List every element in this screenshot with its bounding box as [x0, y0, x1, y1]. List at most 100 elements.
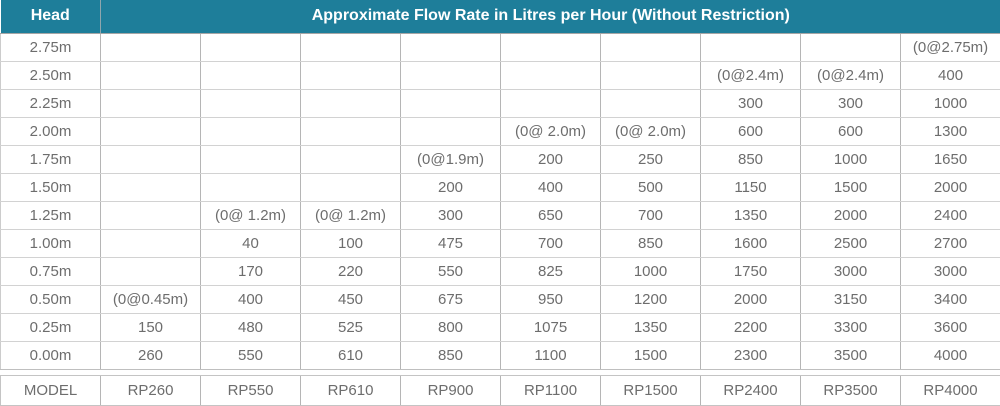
flow-value-cell — [501, 33, 601, 61]
flow-value-cell: 950 — [501, 285, 601, 313]
flow-value-cell — [301, 89, 401, 117]
flow-value-cell — [201, 173, 301, 201]
flow-value-cell: 300 — [701, 89, 801, 117]
flow-value-cell: 3000 — [801, 257, 901, 285]
model-name-cell: RP610 — [301, 375, 401, 405]
flow-value-cell: 220 — [301, 257, 401, 285]
flow-value-cell — [601, 61, 701, 89]
flow-value-cell: 475 — [401, 229, 501, 257]
flow-value-cell: 850 — [401, 341, 501, 369]
flow-value-cell: (0@2.4m) — [801, 61, 901, 89]
head-value-cell: 0.75m — [1, 257, 101, 285]
flow-value-cell: 1000 — [801, 145, 901, 173]
flow-value-cell: 700 — [601, 201, 701, 229]
flow-value-cell — [601, 33, 701, 61]
flow-value-cell: 400 — [901, 61, 1000, 89]
model-name-cell: RP2400 — [701, 375, 801, 405]
flow-value-cell: 1350 — [701, 201, 801, 229]
flow-value-cell — [101, 201, 201, 229]
flow-value-cell: 2700 — [901, 229, 1000, 257]
flow-value-cell: 2000 — [801, 201, 901, 229]
flow-value-cell: 1100 — [501, 341, 601, 369]
flow-value-cell: 1000 — [901, 89, 1000, 117]
flow-value-cell — [201, 61, 301, 89]
flow-value-cell: 2200 — [701, 313, 801, 341]
flow-value-cell: (0@1.9m) — [401, 145, 501, 173]
flow-value-cell: 2500 — [801, 229, 901, 257]
flow-value-cell: (0@ 2.0m) — [601, 117, 701, 145]
flow-value-cell — [301, 173, 401, 201]
flow-value-cell: 550 — [201, 341, 301, 369]
flow-value-cell — [401, 33, 501, 61]
flow-value-cell: 2000 — [901, 173, 1000, 201]
flow-value-cell: (0@ 1.2m) — [201, 201, 301, 229]
flow-value-cell: 550 — [401, 257, 501, 285]
flow-value-cell: 100 — [301, 229, 401, 257]
flow-value-cell — [101, 173, 201, 201]
flow-value-cell: 1200 — [601, 285, 701, 313]
flow-value-cell — [301, 117, 401, 145]
model-name-cell: RP260 — [101, 375, 201, 405]
head-value-cell: 1.75m — [1, 145, 101, 173]
flow-value-cell: 800 — [401, 313, 501, 341]
flow-value-cell: 1150 — [701, 173, 801, 201]
flow-value-cell — [101, 257, 201, 285]
head-column-header: Head — [1, 0, 101, 33]
flow-value-cell — [501, 61, 601, 89]
head-value-cell: 2.50m — [1, 61, 101, 89]
head-value-cell: 1.25m — [1, 201, 101, 229]
flow-value-cell: 2300 — [701, 341, 801, 369]
flow-value-cell: 850 — [701, 145, 801, 173]
flow-value-cell: 260 — [101, 341, 201, 369]
flow-value-cell: 3150 — [801, 285, 901, 313]
flow-value-cell: 3400 — [901, 285, 1000, 313]
flow-value-cell: (0@2.4m) — [701, 61, 801, 89]
head-value-cell: 2.25m — [1, 89, 101, 117]
flow-rate-header: Approximate Flow Rate in Litres per Hour… — [101, 0, 1000, 33]
flow-value-cell: 40 — [201, 229, 301, 257]
flow-value-cell: 700 — [501, 229, 601, 257]
flow-value-cell: 1750 — [701, 257, 801, 285]
flow-value-cell: 1350 — [601, 313, 701, 341]
flow-value-cell: 2000 — [701, 285, 801, 313]
flow-value-cell: 1650 — [901, 145, 1000, 173]
flow-value-cell — [201, 145, 301, 173]
flow-value-cell: 1600 — [701, 229, 801, 257]
head-value-cell: 2.00m — [1, 117, 101, 145]
flow-value-cell: 200 — [401, 173, 501, 201]
head-value-cell: 1.00m — [1, 229, 101, 257]
flow-value-cell: 300 — [401, 201, 501, 229]
flow-value-cell: 1500 — [601, 341, 701, 369]
flow-value-cell: 825 — [501, 257, 601, 285]
flow-value-cell: 1300 — [901, 117, 1000, 145]
flow-value-cell: 3500 — [801, 341, 901, 369]
head-value-cell: 0.25m — [1, 313, 101, 341]
flow-value-cell: 400 — [501, 173, 601, 201]
flow-value-cell — [401, 61, 501, 89]
flow-value-cell — [401, 117, 501, 145]
flow-value-cell — [301, 33, 401, 61]
table-row: 2.50m(0@2.4m)(0@2.4m)400 — [1, 61, 1000, 89]
flow-value-cell: 170 — [201, 257, 301, 285]
head-value-cell: 1.50m — [1, 173, 101, 201]
head-value-cell: 2.75m — [1, 33, 101, 61]
flow-value-cell: 1075 — [501, 313, 601, 341]
flow-value-cell — [101, 145, 201, 173]
flow-value-cell: 250 — [601, 145, 701, 173]
flow-value-cell: (0@ 2.0m) — [501, 117, 601, 145]
flow-value-cell: 3000 — [901, 257, 1000, 285]
flow-value-cell — [101, 229, 201, 257]
flow-value-cell — [601, 89, 701, 117]
model-name-cell: RP900 — [401, 375, 501, 405]
flow-value-cell: 4000 — [901, 341, 1000, 369]
flow-value-cell: 600 — [701, 117, 801, 145]
flow-value-cell: 450 — [301, 285, 401, 313]
flow-value-cell — [501, 89, 601, 117]
flow-value-cell — [101, 33, 201, 61]
